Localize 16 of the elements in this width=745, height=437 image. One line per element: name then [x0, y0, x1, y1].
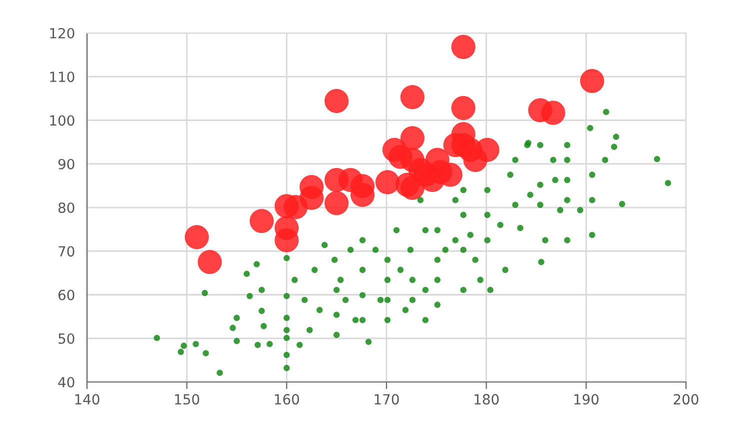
- y-tick-label: 80: [58, 202, 74, 213]
- y-tick-label: 100: [50, 115, 74, 126]
- y-tick-label: 120: [50, 28, 74, 38]
- x-tick-label: 140: [75, 394, 100, 405]
- x-tick-label: 150: [175, 394, 200, 405]
- x-tick-label: 170: [374, 394, 399, 405]
- x-tick-label: 190: [574, 394, 598, 405]
- y-tick-label: 60: [58, 290, 74, 300]
- y-tick-label: 50: [58, 333, 74, 344]
- y-tick-label: 90: [58, 158, 74, 170]
- y-tick-label: 110: [50, 72, 74, 82]
- x-tick-label: 200: [674, 394, 698, 405]
- y-tick-label: 40: [58, 376, 74, 388]
- y-tick-label: 70: [58, 246, 74, 257]
- x-tick-label: 160: [274, 394, 299, 405]
- x-tick-label: 180: [474, 394, 499, 405]
